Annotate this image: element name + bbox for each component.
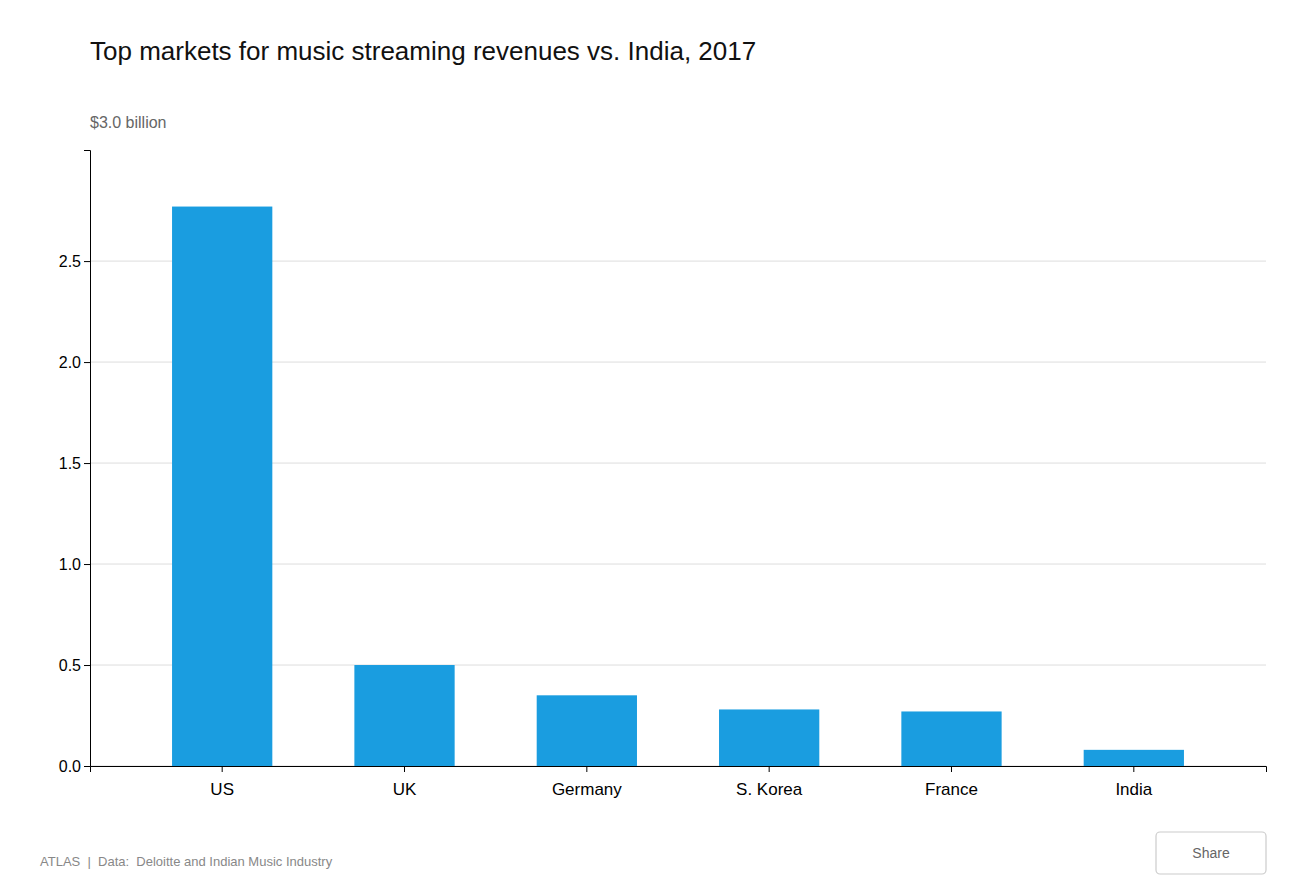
y-tick: 1.0: [59, 556, 90, 573]
y-tick: 0.0: [59, 758, 90, 775]
y-tick-label: 0.0: [59, 758, 81, 775]
y-tick-label: 2.0: [59, 354, 81, 371]
x-tick: US: [210, 766, 234, 799]
bars: [172, 207, 1184, 766]
y-tick-label: 0.5: [59, 657, 81, 674]
bar: [537, 695, 637, 766]
y-tick-mark: [84, 564, 90, 565]
x-axis: US UK Germany S. Korea France India: [91, 766, 1267, 799]
x-tick: UK: [393, 766, 417, 799]
x-tick: France: [925, 766, 978, 799]
x-tick-label: India: [1115, 780, 1152, 799]
x-tick-mark: [1133, 766, 1134, 772]
x-tick-mark: [404, 766, 405, 772]
y-tick-label: 1.5: [59, 455, 81, 472]
x-tick-label: S. Korea: [736, 780, 803, 799]
y-tick-mark: [84, 665, 90, 666]
footer: ATLAS | Data: Deloitte and Indian Music …: [40, 854, 333, 869]
x-tick-label: Germany: [552, 780, 622, 799]
y-tick-mark: [84, 362, 90, 363]
x-tick-label: France: [925, 780, 978, 799]
bar: [354, 665, 454, 766]
y-tick-label: 1.0: [59, 556, 81, 573]
plot: 0.0 0.5 1.0 1.5 2.0 2.5 US UK Germany S. Korea Fra…: [59, 151, 1267, 800]
bar: [901, 711, 1001, 766]
bar: [719, 709, 819, 766]
x-tick-mark: [951, 766, 952, 772]
y-tick: 1.5: [59, 455, 90, 472]
x-tick: S. Korea: [736, 766, 803, 799]
x-tick-mark: [586, 766, 587, 772]
x-tick-mark: [222, 766, 223, 772]
y-tick-label: 2.5: [59, 253, 81, 270]
chart: Top markets for music streaming revenues…: [0, 0, 1316, 896]
x-tick: Germany: [552, 766, 622, 799]
bar: [172, 207, 272, 766]
share-button-label[interactable]: Share: [1192, 845, 1230, 861]
x-tick-mark: [769, 766, 770, 772]
share-button-box[interactable]: [1156, 832, 1266, 874]
x-tick-label: UK: [393, 780, 417, 799]
y-tick-mark: [84, 463, 90, 464]
share-button[interactable]: Share: [1156, 832, 1266, 874]
y-axis: 0.0 0.5 1.0 1.5 2.0 2.5: [59, 151, 91, 775]
bar: [1084, 750, 1184, 766]
x-axis-line: [91, 767, 1267, 773]
y-tick-mark: [84, 261, 90, 262]
x-tick-label: US: [210, 780, 234, 799]
y-tick-mark: [84, 766, 90, 767]
y-axis-label: $3.0 billion: [90, 114, 167, 131]
title: Top markets for music streaming revenues…: [90, 36, 756, 66]
x-tick: India: [1115, 766, 1152, 799]
y-tick: 0.5: [59, 657, 90, 674]
y-axis-line: [84, 151, 91, 767]
y-tick: 2.0: [59, 354, 90, 371]
y-tick: 2.5: [59, 253, 90, 270]
